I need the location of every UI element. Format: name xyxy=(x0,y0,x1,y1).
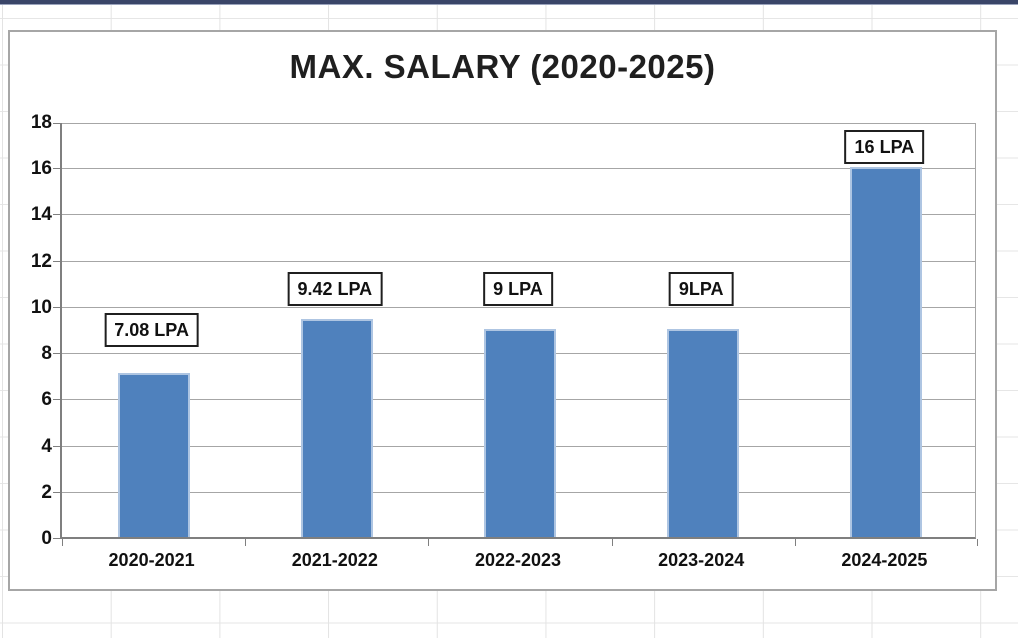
gridline xyxy=(62,168,975,170)
y-axis-tick xyxy=(53,306,60,308)
y-tick-label[interactable]: 18 xyxy=(30,112,52,133)
x-category-label[interactable]: 2022-2023 xyxy=(474,550,562,570)
data-label-box[interactable]: 16 LPA xyxy=(844,130,925,164)
y-tick-label[interactable]: 0 xyxy=(41,528,52,549)
y-tick-label[interactable]: 6 xyxy=(41,389,52,411)
x-category-label[interactable]: 2023-2024 xyxy=(658,550,745,570)
data-label-box[interactable]: 7.08 LPA xyxy=(104,313,199,347)
plot-area[interactable] xyxy=(53,123,978,546)
chart-title[interactable]: MAX. SALARY (2020-2025) xyxy=(289,48,716,85)
y-axis-tick xyxy=(53,353,60,355)
y-tick-label[interactable]: 12 xyxy=(30,250,52,272)
x-axis-tick xyxy=(245,539,247,546)
bar[interactable] xyxy=(850,167,923,537)
y-axis-tick xyxy=(53,123,60,124)
y-axis-tick xyxy=(53,214,60,216)
bar[interactable] xyxy=(484,329,556,537)
gridline xyxy=(62,306,975,308)
y-axis-tick xyxy=(53,538,60,539)
y-tick-label[interactable]: 16 xyxy=(30,158,52,180)
y-tick-label[interactable]: 4 xyxy=(41,435,52,457)
x-category-label[interactable]: 2020-2021 xyxy=(108,550,195,570)
x-axis-tick xyxy=(977,539,978,546)
data-label-box[interactable]: 9LPA xyxy=(668,272,734,306)
gridline xyxy=(62,123,975,124)
y-tick-label[interactable]: 8 xyxy=(41,343,52,365)
y-axis-tick xyxy=(53,399,60,401)
y-axis-tick xyxy=(53,260,60,262)
x-axis-tick xyxy=(62,539,63,546)
x-axis-tick xyxy=(794,539,796,546)
bar[interactable] xyxy=(667,329,740,537)
bar[interactable] xyxy=(300,319,373,537)
window-top-strip xyxy=(0,0,1018,5)
x-axis-tick xyxy=(611,539,613,546)
y-axis-tick xyxy=(53,445,60,447)
y-tick-label[interactable]: 14 xyxy=(30,204,52,226)
gridline xyxy=(62,214,975,216)
gridline xyxy=(62,260,975,262)
y-axis-tick xyxy=(53,168,60,170)
x-category-label[interactable]: 2021-2022 xyxy=(291,550,378,570)
x-axis-tick xyxy=(428,539,430,546)
bar[interactable] xyxy=(117,373,190,537)
data-label-box[interactable]: 9 LPA xyxy=(483,272,553,306)
y-tick-label[interactable]: 10 xyxy=(30,296,52,318)
data-label-box[interactable]: 9.42 LPA xyxy=(287,272,383,306)
y-tick-label[interactable]: 2 xyxy=(41,481,52,503)
y-axis-tick xyxy=(53,491,60,493)
chart-area[interactable]: MAX. SALARY (2020-2025) 0 2 4 6 8 10 12 14 16 18 2… xyxy=(8,30,997,591)
x-category-label[interactable]: 2024-2025 xyxy=(841,550,928,570)
